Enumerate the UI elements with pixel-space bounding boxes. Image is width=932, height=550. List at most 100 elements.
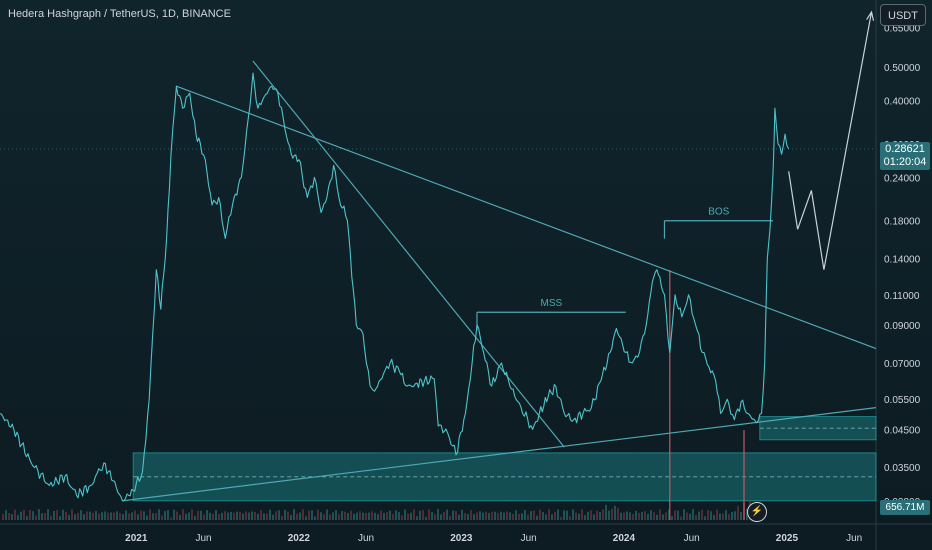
- volume-bar: [629, 512, 631, 520]
- volume-bar: [296, 513, 298, 520]
- volume-bar: [386, 512, 388, 520]
- volume-bar: [383, 513, 385, 520]
- volume-bar: [221, 512, 223, 520]
- volume-bar: [158, 509, 160, 520]
- volume-bar: [200, 510, 202, 520]
- y-tick-label: 0.24000: [884, 173, 921, 184]
- volume-bar: [137, 514, 139, 520]
- volume-bar: [320, 512, 322, 520]
- y-tick-label: 0.07000: [884, 359, 921, 370]
- x-tick-label: 2025: [776, 533, 799, 544]
- volume-bar: [236, 511, 238, 520]
- volume-bar: [548, 509, 550, 520]
- volume-bar: [8, 512, 10, 520]
- volume-bar: [563, 510, 565, 520]
- x-tick-label: Jun: [195, 533, 211, 544]
- volume-bar: [56, 510, 58, 520]
- volume-bar: [728, 514, 730, 520]
- volume-bar: [485, 511, 487, 520]
- volume-bar: [152, 513, 154, 520]
- volume-bar: [740, 512, 742, 520]
- volume-bar: [83, 514, 85, 520]
- volume-bar: [665, 512, 667, 520]
- volume-bar: [443, 512, 445, 520]
- volume-bar: [527, 514, 529, 520]
- volume-bar: [89, 511, 91, 520]
- volume-bar: [311, 510, 313, 520]
- volume-bar: [143, 511, 145, 520]
- volume-bar: [203, 514, 205, 520]
- volume-bar: [284, 509, 286, 520]
- bar-countdown: 01:20:04: [883, 156, 927, 168]
- volume-bar: [239, 511, 241, 520]
- volume-bar: [659, 509, 661, 520]
- x-tick-label: 2024: [613, 533, 636, 544]
- volume-bar: [287, 511, 289, 520]
- volume-bar: [347, 513, 349, 520]
- volume-bar: [254, 512, 256, 520]
- volume-bar: [344, 511, 346, 520]
- volume-bar: [467, 514, 469, 520]
- x-tick-label: 2021: [125, 533, 148, 544]
- volume-bar: [575, 512, 577, 520]
- volume-bar: [431, 512, 433, 520]
- volume-bar: [584, 515, 586, 520]
- volume-bar: [692, 509, 694, 520]
- volume-bar: [2, 514, 4, 520]
- volume-bar: [230, 511, 232, 520]
- last-price-tag: 0.28621 01:20:04: [880, 142, 930, 170]
- volume-bar: [140, 510, 142, 520]
- volume-bar: [683, 509, 685, 520]
- volume-bar: [17, 515, 19, 520]
- volume-bar: [206, 510, 208, 520]
- volume-bar: [278, 510, 280, 520]
- volume-bar: [227, 512, 229, 520]
- volume-bar: [422, 510, 424, 520]
- volume-bar: [638, 512, 640, 520]
- trendline: [252, 60, 565, 448]
- volume-bar: [461, 509, 463, 520]
- volume-bar: [605, 504, 607, 520]
- volume-bar: [560, 516, 562, 520]
- volume-bar: [65, 511, 67, 520]
- volume-bar: [710, 511, 712, 520]
- volume-tag: 656.71M: [880, 500, 930, 515]
- volume-bar: [26, 516, 28, 520]
- volume-bar: [509, 512, 511, 520]
- volume-bar: [545, 514, 547, 520]
- volume-bar: [539, 509, 541, 520]
- volume-bar: [212, 513, 214, 520]
- volume-bar: [233, 512, 235, 520]
- volume-bar: [521, 513, 523, 520]
- volume-bar: [128, 513, 130, 520]
- volume-bar: [29, 510, 31, 520]
- volume-bar: [104, 511, 106, 520]
- volume-bar: [578, 513, 580, 520]
- lightning-icon[interactable]: ⚡: [747, 502, 767, 522]
- volume-bar: [377, 514, 379, 520]
- volume-bar: [395, 510, 397, 520]
- volume-bar: [68, 514, 70, 520]
- volume-bar: [302, 509, 304, 520]
- volume-bar: [194, 515, 196, 520]
- volume-bar: [701, 509, 703, 520]
- volume-bar: [338, 514, 340, 520]
- volume-bar: [107, 512, 109, 520]
- volume-bar: [155, 513, 157, 520]
- volume-bar: [716, 509, 718, 520]
- volume-bar: [218, 514, 220, 520]
- volume-bar: [335, 510, 337, 520]
- volume-bar: [413, 509, 415, 520]
- currency-button[interactable]: USDT: [880, 4, 926, 26]
- volume-bar: [419, 510, 421, 520]
- volume-bar: [404, 509, 406, 520]
- volume-bar: [623, 512, 625, 520]
- volume-bar: [530, 511, 532, 520]
- volume-bar: [269, 509, 271, 520]
- volume-bar: [260, 510, 262, 520]
- volume-bar: [458, 514, 460, 520]
- volume-bar: [557, 509, 559, 520]
- volume-bar: [182, 509, 184, 520]
